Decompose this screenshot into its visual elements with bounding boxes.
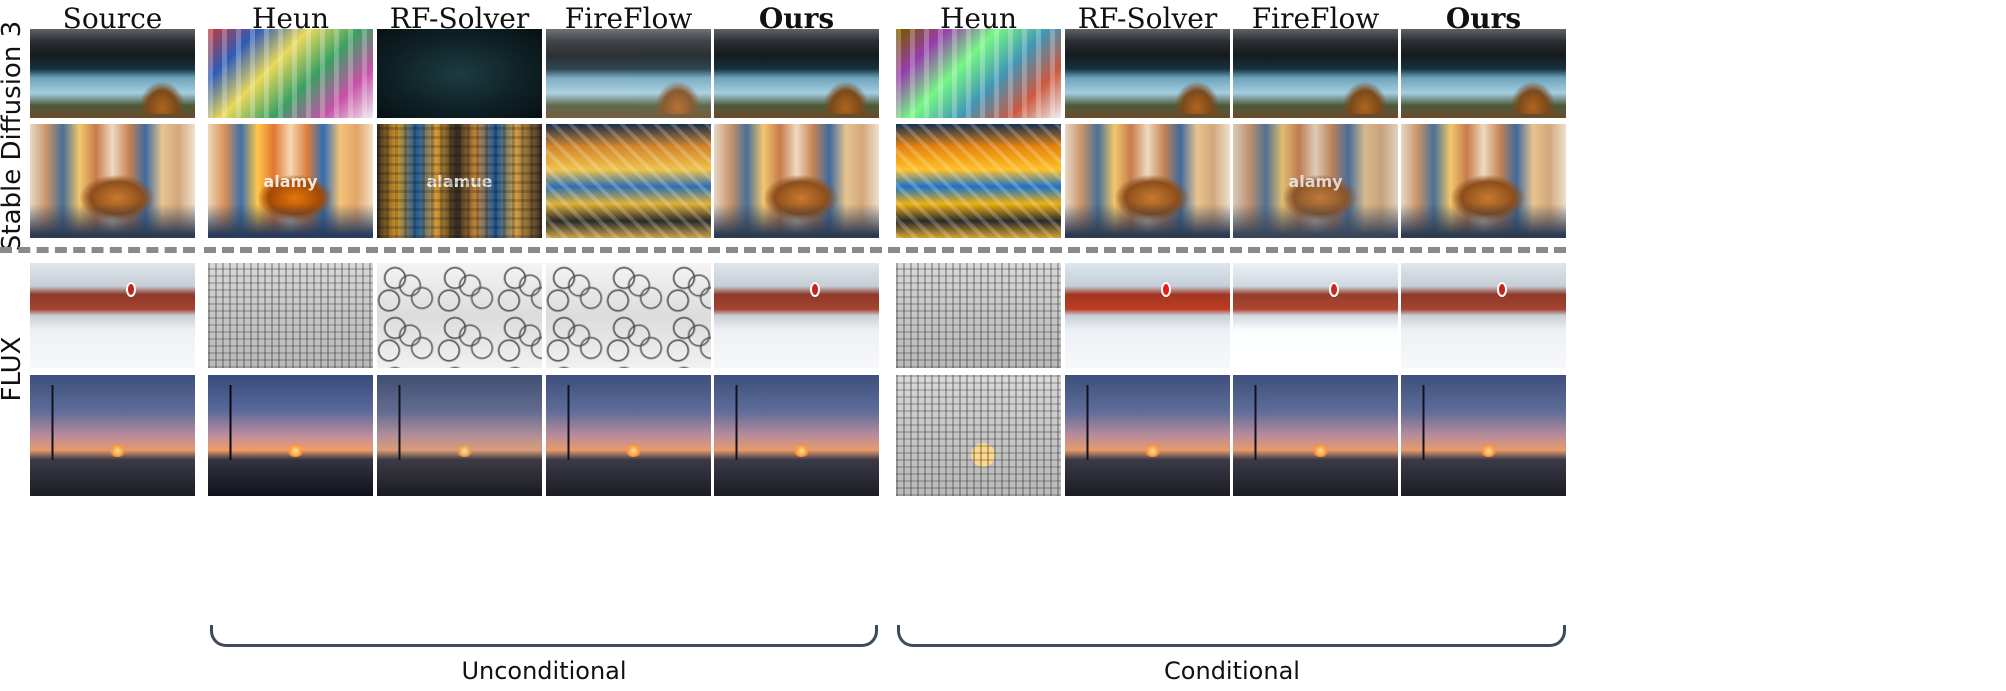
flux-snow-cond-rf-solver [1065,263,1230,368]
row-label-stable-diffusion-3: Stable Diffusion 3 [0,20,27,252]
group-label-conditional: Conditional [1164,657,1300,685]
sd3-band-uncond-fireflow [546,124,711,238]
flux-snow-uncond-fireflow [546,263,711,368]
flux-sunset-cond-fireflow [1233,375,1398,496]
sd3-lake-uncond-fireflow [546,29,711,118]
sd3-lake-uncond-rf-solver [377,29,542,118]
sd3-lake-cond-heun [896,29,1061,118]
flux-sunset-uncond-fireflow [546,375,711,496]
flux-sunset-uncond-ours [714,375,879,496]
sd3-band-uncond-ours [714,124,879,238]
sd3-lake-uncond-heun [208,29,373,118]
bracket-unconditional [210,625,878,647]
flux-sunset-uncond-heun [208,375,373,496]
watermark-text: alamy [1288,172,1343,191]
watermark-text: alamue [426,172,493,191]
sd3-band-uncond-rf-solver: alamue [377,124,542,238]
flux-snow-cond-heun [896,263,1061,368]
flux-snow-uncond-rf-solver [377,263,542,368]
flux-sunset-source [30,375,195,496]
sd3-band-cond-rf-solver [1065,124,1230,238]
sd3-band-cond-heun [896,124,1061,238]
watermark-text: alamy [263,172,318,191]
flux-sunset-cond-ours [1401,375,1566,496]
sd3-lake-cond-ours [1401,29,1566,118]
sd3-band-source [30,124,195,238]
sd3-lake-uncond-ours [714,29,879,118]
flux-snow-cond-ours [1401,263,1566,368]
flux-sunset-cond-rf-solver [1065,375,1230,496]
group-label-unconditional: Unconditional [461,657,627,685]
row-separator-right [204,247,1566,253]
sd3-lake-source [30,29,195,118]
row-separator-left [0,247,195,253]
flux-sunset-uncond-rf-solver [377,375,542,496]
sd3-band-uncond-heun: alamy [208,124,373,238]
row-label-flux: FLUX [0,336,27,402]
sd3-band-cond-fireflow: alamy [1233,124,1398,238]
flux-sunset-cond-heun [896,375,1061,496]
sun-blob [971,443,995,467]
sd3-lake-cond-fireflow [1233,29,1398,118]
flux-snow-source [30,263,195,368]
flux-snow-uncond-heun [208,263,373,368]
flux-snow-uncond-ours [714,263,879,368]
sd3-band-cond-ours [1401,124,1566,238]
sd3-lake-cond-rf-solver [1065,29,1230,118]
bracket-conditional [897,625,1566,647]
flux-snow-cond-fireflow [1233,263,1398,368]
